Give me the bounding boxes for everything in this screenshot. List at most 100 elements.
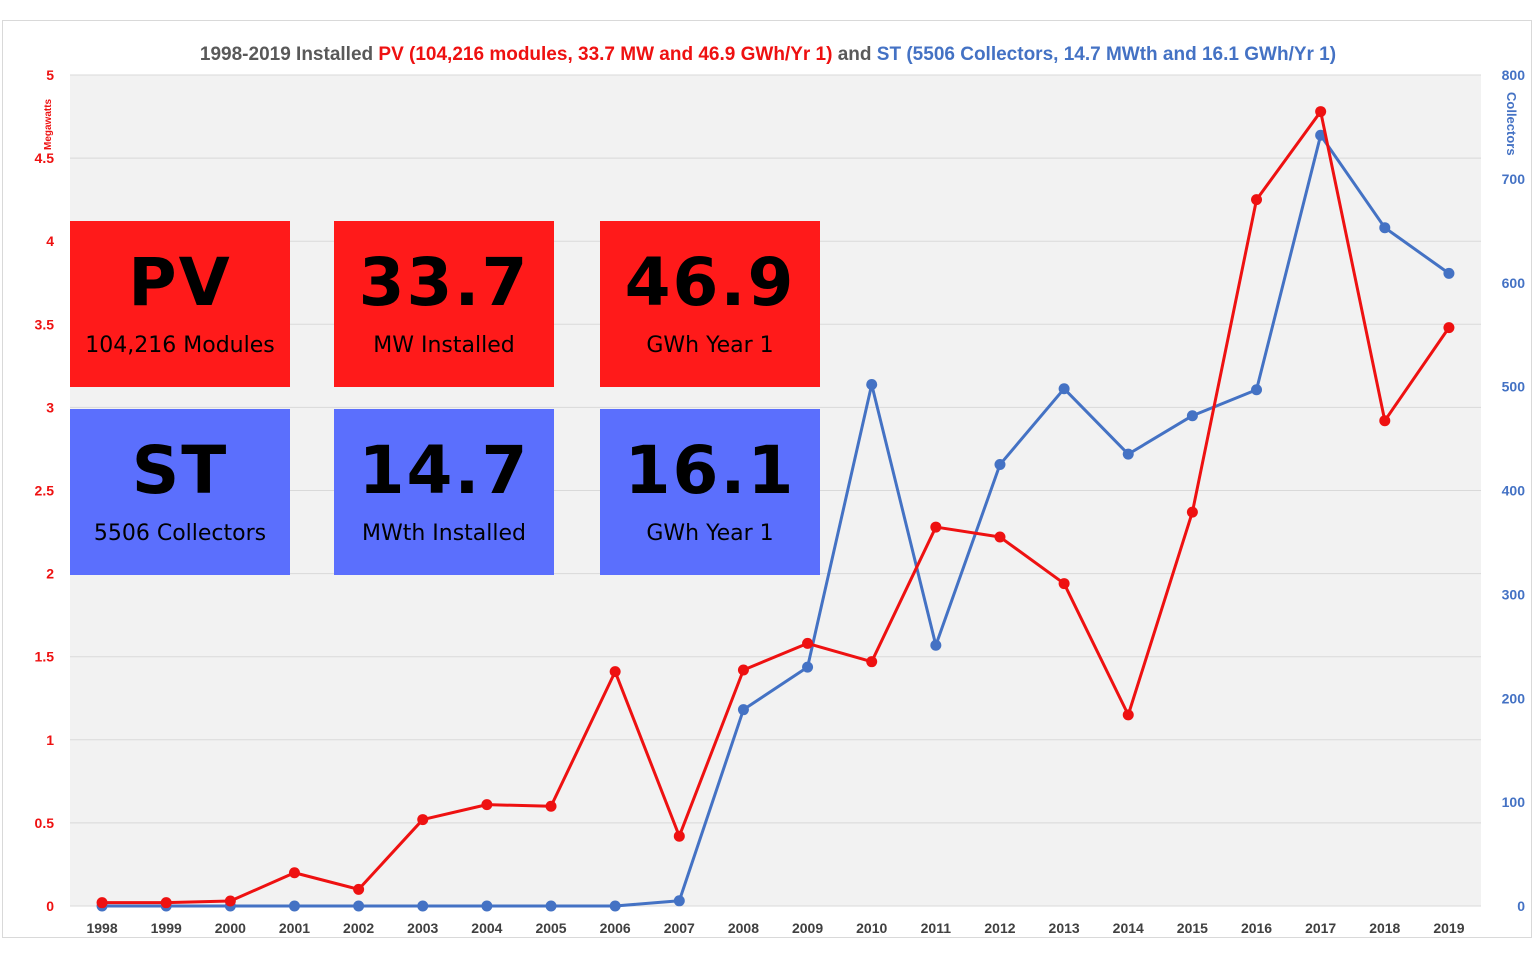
x-tick-label: 2015 (1177, 920, 1208, 936)
st-mwth-box-small: MWth Installed (361, 521, 527, 546)
st-box-big: ST (131, 432, 229, 509)
st-series-point (1122, 448, 1134, 460)
pv-series-point (802, 637, 814, 649)
pv-series-point (994, 531, 1006, 543)
pv-series-point (353, 883, 365, 895)
st-series-point (1251, 384, 1263, 396)
y-right-tick-label: 700 (1502, 171, 1526, 187)
pv-series-point (1315, 106, 1327, 118)
y-left-tick-label: 5 (46, 67, 54, 83)
title-pv-part: PV (104,216 modules, 33.7 MW and 46.9 GW… (378, 44, 833, 65)
x-tick-label: 2002 (343, 920, 374, 936)
x-tick-label: 2008 (728, 920, 759, 936)
pv-mw-box-small: MW Installed (373, 333, 515, 358)
st-gwh-box: 16.1 GWh Year 1 (600, 409, 820, 575)
pv-series-point (1443, 322, 1455, 334)
x-tick-label: 2013 (1049, 920, 1080, 936)
pv-box-big: PV (128, 244, 232, 321)
st-series-point (1379, 222, 1391, 234)
pv-series-point (1251, 194, 1263, 206)
pv-gwh-box-big: 46.9 (624, 244, 796, 321)
x-tick-label: 2017 (1305, 920, 1336, 936)
y-left-tick-label: 2 (46, 566, 54, 582)
y-left-tick-label: 2.5 (35, 483, 55, 499)
pv-series-point (160, 897, 172, 909)
y-left-tick-label: 3.5 (35, 316, 55, 332)
x-tick-label: 2014 (1113, 920, 1144, 936)
x-tick-label: 2001 (279, 920, 310, 936)
st-series-point (609, 900, 621, 912)
st-series-point (737, 704, 749, 716)
x-tick-label: 2003 (407, 920, 438, 936)
x-tick-label: 2019 (1433, 920, 1464, 936)
x-tick-label: 2006 (600, 920, 631, 936)
st-series-point (481, 900, 493, 912)
pv-series-point (224, 895, 236, 907)
x-tick-label: 1998 (86, 920, 117, 936)
pv-series-line (102, 110, 1451, 905)
pv-series-point (1122, 709, 1134, 721)
pv-series-point (737, 664, 749, 676)
st-series-point (353, 900, 365, 912)
st-series-line (102, 133, 1450, 908)
pv-box: PV 104,216 Modules (70, 221, 290, 387)
y-left-axis-title: Megawatts (43, 98, 54, 150)
x-tick-label: 2010 (856, 920, 887, 936)
x-tick-label: 2005 (535, 920, 566, 936)
x-tick-label: 2007 (664, 920, 695, 936)
pv-series-point (866, 656, 878, 668)
pv-gwh-box-small: GWh Year 1 (646, 333, 774, 358)
st-series-point (288, 900, 300, 912)
y-left-tick-label: 4 (46, 233, 54, 249)
y-left-tick-label: 1 (46, 732, 54, 748)
y-right-tick-label: 400 (1502, 483, 1526, 499)
title-middle: and (832, 44, 877, 65)
st-mwth-box: 14.7 MWth Installed (334, 409, 554, 575)
y-right-tick-label: 600 (1502, 275, 1526, 291)
x-tick-label: 2004 (471, 920, 502, 936)
x-tick-label: 2016 (1241, 920, 1272, 936)
st-box-small: 5506 Collectors (93, 521, 267, 546)
y-right-tick-label: 500 (1502, 379, 1526, 395)
st-series-point (1315, 129, 1327, 141)
title-prefix: 1998-2019 Installed (199, 44, 379, 65)
y-right-tick-label: 200 (1502, 690, 1526, 706)
st-series-point (994, 459, 1006, 471)
pv-mw-box-big: 33.7 (358, 244, 530, 321)
st-series-point (802, 661, 814, 673)
st-series-point (1186, 410, 1198, 422)
y-left-tick-label: 0 (46, 898, 54, 914)
x-tick-label: 2011 (921, 920, 952, 936)
st-series-point (1058, 383, 1070, 395)
x-tick-label: 2018 (1369, 920, 1400, 936)
pv-series-point (288, 867, 300, 879)
st-series-point (866, 379, 878, 391)
y-left-tick-label: 0.5 (35, 815, 55, 831)
pv-mw-box: 33.7 MW Installed (334, 221, 554, 387)
st-gwh-box-big: 16.1 (624, 432, 796, 509)
pv-series-point (1186, 506, 1198, 518)
pv-series-point (1379, 415, 1391, 427)
y-right-tick-label: 100 (1502, 794, 1526, 810)
pv-gwh-box: 46.9 GWh Year 1 (600, 221, 820, 387)
x-tick-label: 2009 (792, 920, 823, 936)
x-tick-label: 2000 (215, 920, 246, 936)
pv-series-point (673, 830, 685, 842)
y-right-tick-label: 0 (1517, 898, 1525, 914)
pv-series-point (930, 521, 942, 533)
st-series-point (930, 639, 942, 651)
st-series-point (417, 900, 429, 912)
pv-series-point (481, 799, 493, 811)
y-left-tick-label: 3 (46, 399, 54, 415)
chart-title: 1998-2019 Installed PV (104,216 modules,… (0, 44, 1536, 66)
pv-box-small: 104,216 Modules (85, 333, 275, 358)
x-tick-label: 2012 (984, 920, 1015, 936)
pv-series-point (609, 666, 621, 678)
y-left-tick-label: 4.5 (35, 150, 55, 166)
x-tick-label: 1999 (151, 920, 182, 936)
st-mwth-box-big: 14.7 (358, 432, 530, 509)
pv-series-point (96, 897, 108, 909)
pv-series-point (545, 800, 557, 812)
pv-series-point (417, 814, 429, 826)
y-left-tick-label: 1.5 (35, 649, 55, 665)
